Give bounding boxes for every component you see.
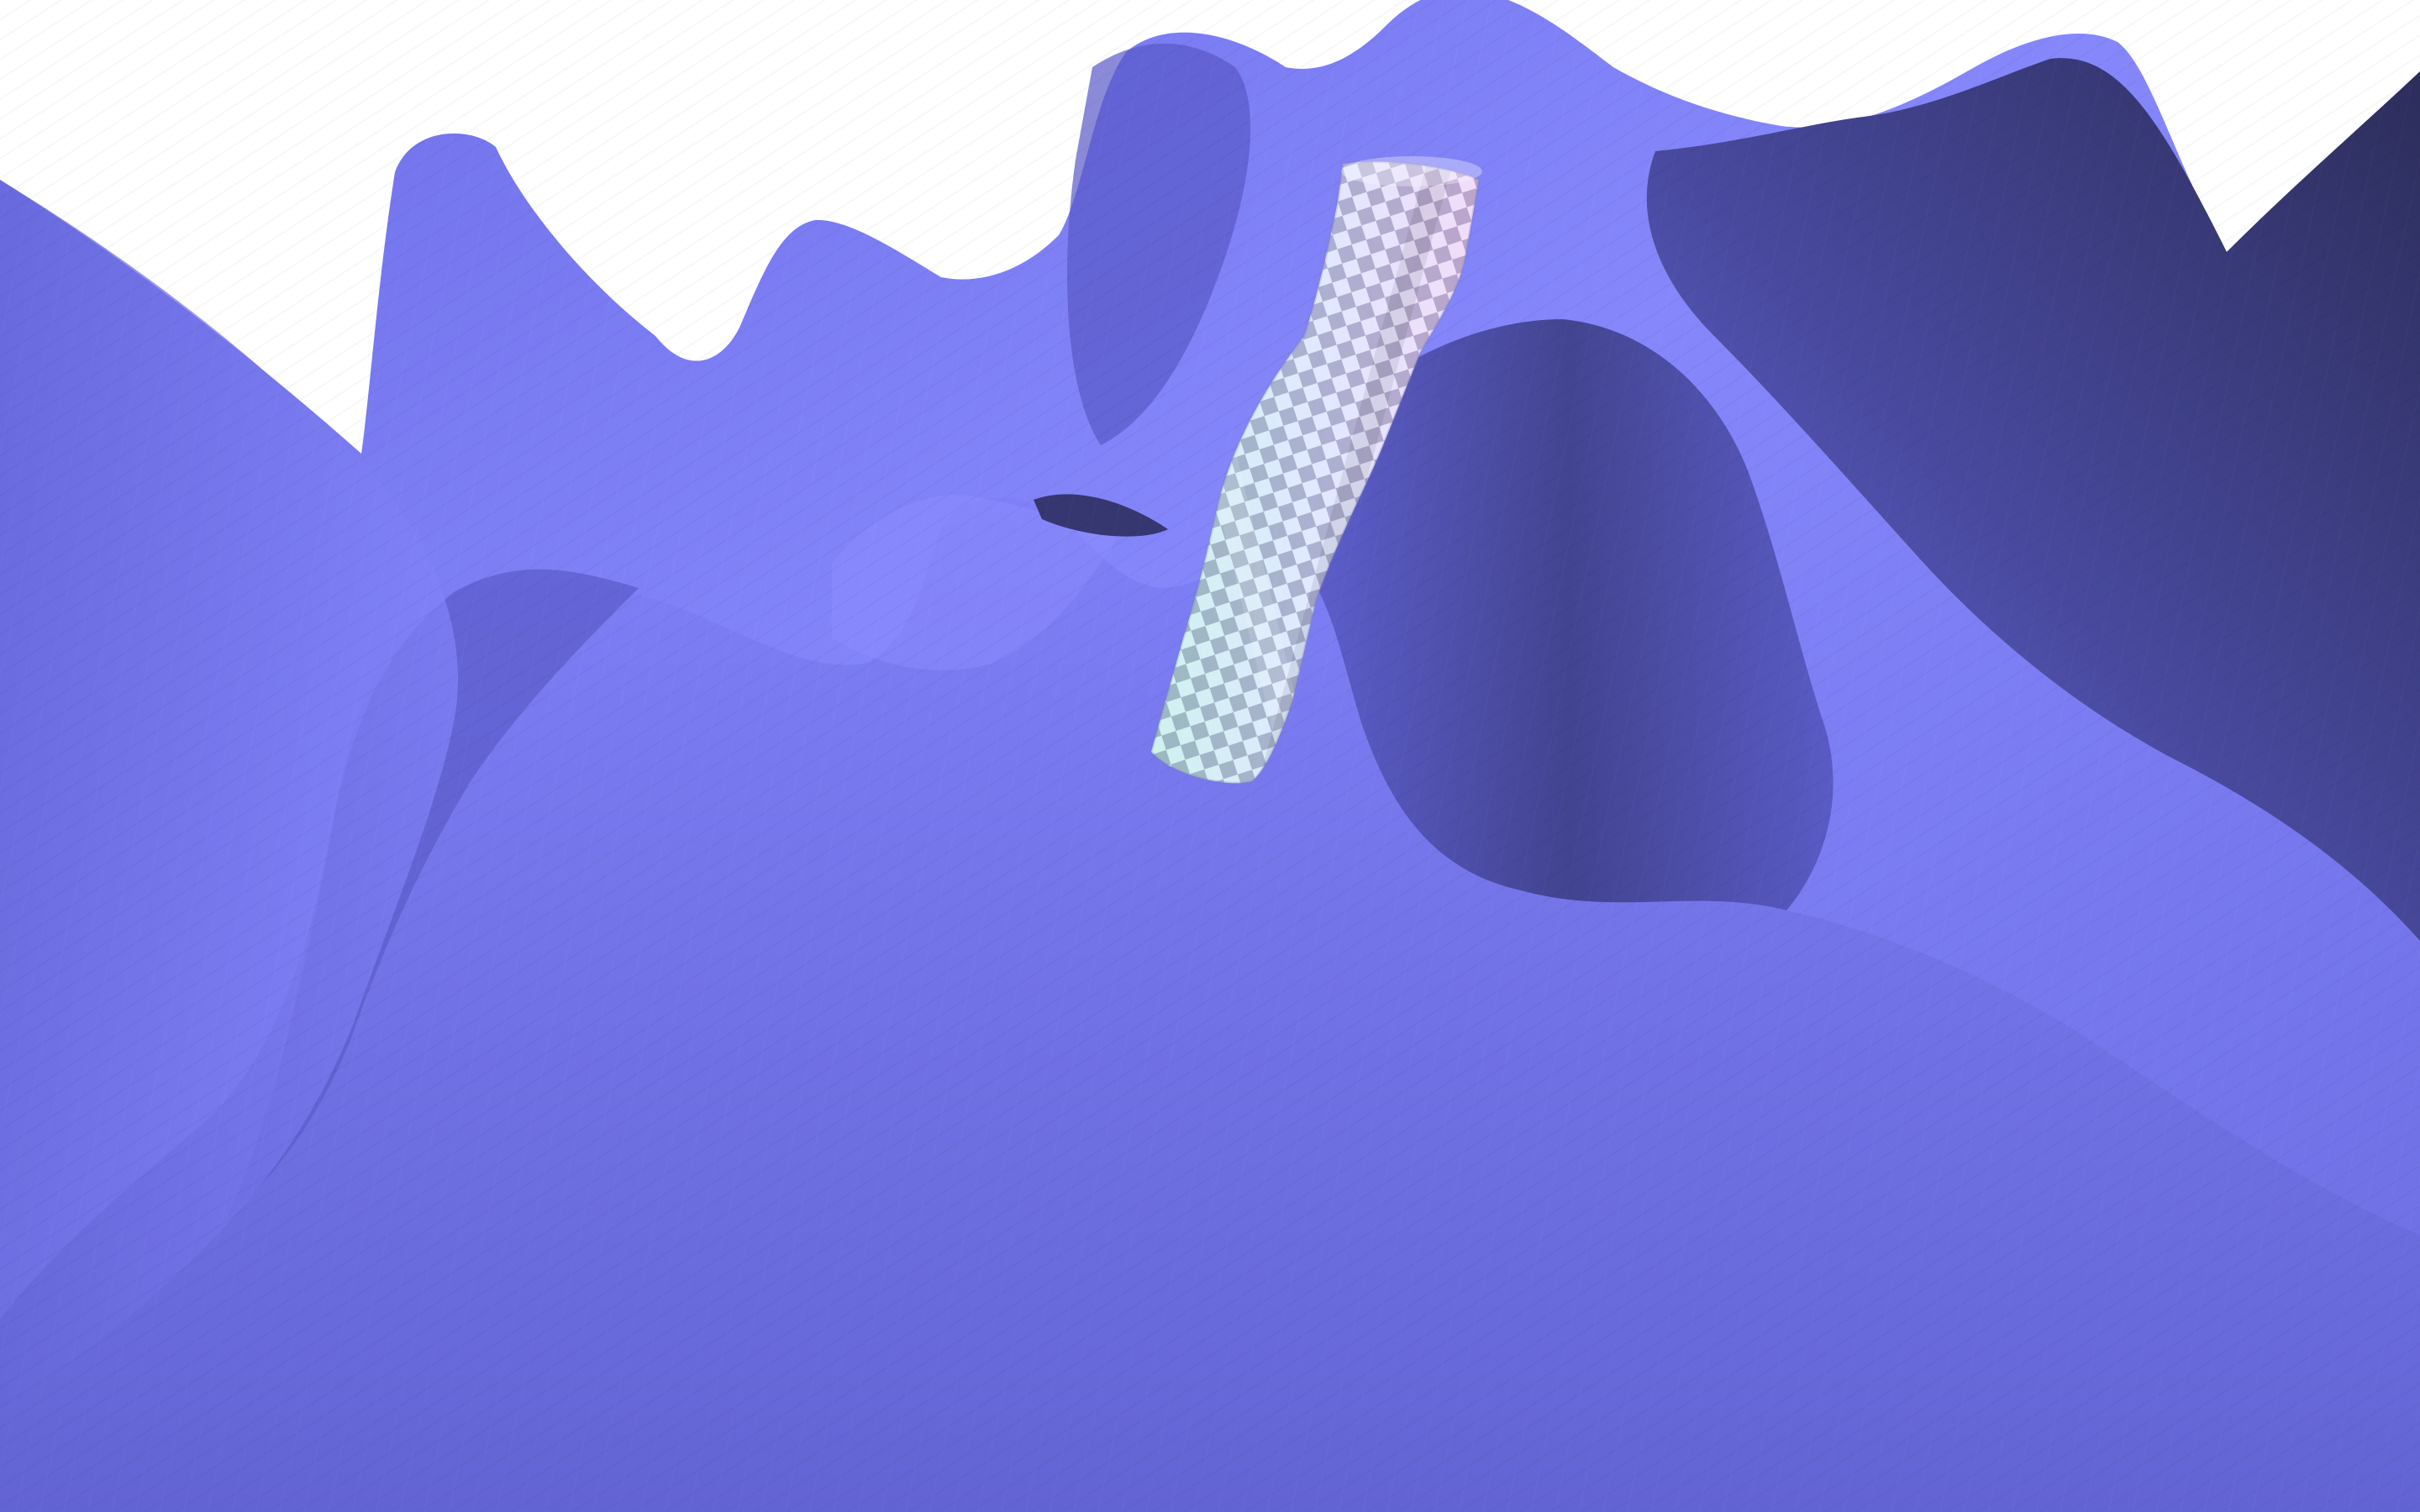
rendered-scene [0,0,2420,1512]
3d-viewport[interactable] [0,0,2420,1512]
